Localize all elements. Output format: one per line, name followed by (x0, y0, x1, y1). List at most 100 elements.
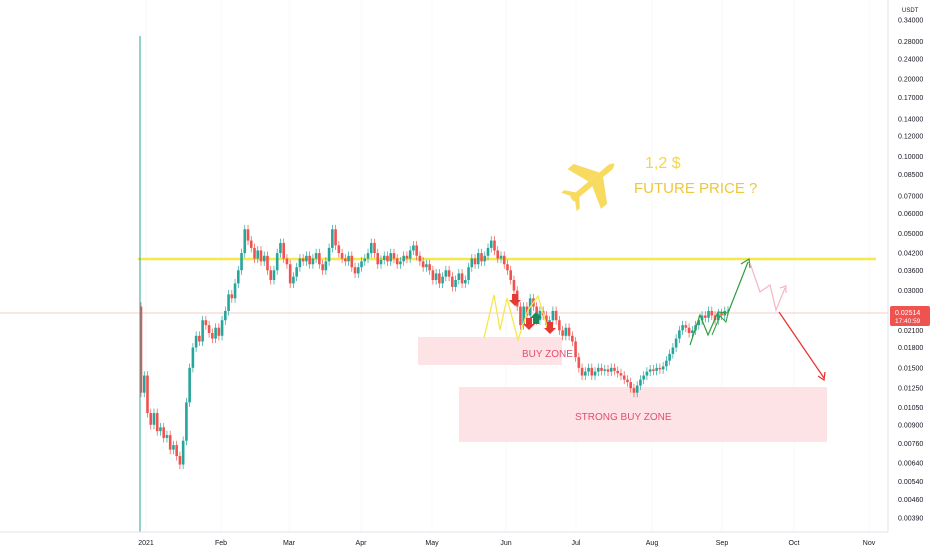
candle-body (658, 367, 662, 370)
candle-body (509, 270, 513, 280)
y-tick-label: 0.03600 (898, 268, 923, 275)
candle-body (648, 369, 652, 372)
candle-body (561, 330, 564, 336)
candle-body (324, 261, 328, 271)
down-arrow-icon (509, 294, 521, 306)
projection-red-arrow (778, 311, 825, 379)
candle-body (571, 335, 574, 342)
candle-body (655, 367, 658, 371)
candle-body (395, 258, 399, 265)
candle-body (266, 255, 269, 271)
candle-body (697, 320, 701, 326)
projection-pink-path (749, 262, 786, 312)
y-tick-label: 0.08500 (898, 172, 923, 179)
projection-pink-arrowhead (779, 285, 787, 293)
candle-body (707, 310, 710, 318)
candle-body (645, 371, 649, 376)
candle-body (483, 255, 487, 262)
x-tick-label: May (425, 540, 439, 547)
candle-body (418, 255, 422, 262)
candle-body (279, 242, 282, 254)
candle-body (340, 253, 344, 259)
candle-body (661, 366, 665, 370)
candle-body (321, 264, 324, 271)
candle-body (493, 240, 496, 251)
plot-background (0, 0, 888, 532)
candle-body (178, 456, 182, 465)
candle-body (318, 253, 321, 265)
candle-body (334, 229, 337, 246)
candle-body (551, 310, 555, 321)
candle-body (253, 247, 256, 259)
y-tick-label: 0.20000 (898, 77, 923, 84)
candle-body (489, 240, 493, 248)
y-tick-label: 0.01050 (898, 405, 923, 412)
candle-body (716, 313, 720, 321)
candle-body (454, 279, 457, 287)
candle-body (635, 385, 639, 393)
candle-body (600, 367, 603, 371)
candle-body (172, 445, 175, 450)
candle-body (574, 341, 577, 358)
candle-countdown: 17:40:59 (895, 318, 921, 325)
candle-body (201, 320, 204, 342)
y-tick-label: 0.01500 (898, 365, 923, 372)
candle-body (376, 253, 380, 265)
candle-body (311, 258, 315, 265)
candle-body (399, 261, 402, 265)
candle-body (412, 245, 415, 251)
candle-body (473, 258, 477, 265)
candle-body (249, 240, 253, 248)
candle-body (220, 320, 224, 336)
candle-body (519, 306, 522, 326)
candle-body (584, 371, 587, 376)
y-tick-label: 0.00390 (898, 516, 923, 523)
candle-body (382, 255, 386, 260)
y-tick-label: 0.10000 (898, 154, 923, 161)
candle-body (246, 229, 250, 241)
candle-body (642, 375, 645, 380)
current-price-tag[interactable]: 0.02514 17:40:59 (890, 306, 930, 326)
candle-body (431, 270, 435, 280)
candle-body (671, 347, 675, 354)
y-tick-label: 0.00900 (898, 422, 923, 429)
future-price-text: FUTURE PRICE ? (634, 180, 757, 197)
candle-body (305, 255, 308, 262)
airplane-icon (561, 163, 615, 212)
candle-body (616, 370, 620, 374)
projection-green-zigzag (689, 261, 749, 346)
candle-body (577, 357, 581, 368)
candle-body (344, 258, 347, 262)
candle-body (681, 325, 684, 331)
y-tick-label: 0.01250 (898, 386, 923, 393)
y-tick-label: 0.07000 (898, 194, 923, 201)
x-tick-label: Sep (716, 540, 729, 547)
candle-body (652, 369, 655, 371)
candle-body (259, 250, 263, 262)
candle-body (298, 258, 302, 268)
candle-body (292, 276, 295, 284)
pattern-zigzag (483, 294, 549, 343)
target-price-text: 1,2 $ (645, 155, 681, 172)
x-tick-label: Aug (646, 540, 659, 547)
candle-body (204, 320, 208, 326)
candle-body (613, 367, 616, 371)
x-tick-label: Jul (572, 540, 581, 547)
candle-body (227, 294, 230, 311)
x-tick-label: Apr (356, 540, 368, 547)
candle-body (496, 250, 500, 259)
y-tick-label: 0.24000 (898, 56, 923, 63)
candle-body (181, 440, 185, 465)
strong-buy-zone-box (459, 387, 827, 442)
candle-body (639, 379, 642, 386)
candle-body (230, 294, 234, 299)
currency-label: USDT (902, 8, 919, 14)
candle-body (444, 270, 448, 277)
candle-body (159, 427, 162, 432)
candle-body (512, 279, 516, 291)
candle-body (545, 315, 548, 326)
candle-body (587, 367, 590, 372)
candle-body (402, 255, 405, 262)
candle-body (451, 276, 454, 287)
